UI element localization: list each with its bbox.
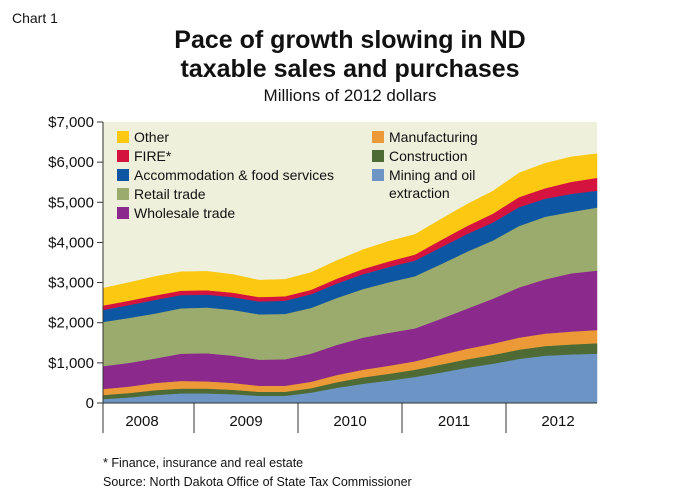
x-tick-label: 2008 (125, 413, 158, 430)
chart-number: Chart 1 (12, 10, 58, 26)
x-tick-label: 2009 (229, 413, 262, 430)
chart-title-line-1: Pace of growth slowing in ND (174, 26, 526, 54)
legend-label-wholesale-trade: Wholesale trade (134, 205, 235, 221)
source-note: Source: North Dakota Office of State Tax… (103, 475, 412, 489)
chart-subtitle: Millions of 2012 dollars (263, 86, 437, 105)
area-other (102, 153, 598, 306)
legend-swatch-fire (117, 150, 129, 162)
legend-label-mining-and-oil-extraction: Mining and oil (389, 167, 475, 183)
series-areas (102, 153, 598, 404)
x-tick-label: 2010 (333, 413, 366, 430)
legend-label-accommodation-food-services: Accommodation & food services (134, 167, 334, 183)
y-tick-label: $7,000 (48, 114, 94, 131)
y-tick-label: $3,000 (48, 275, 94, 292)
legend-swatch-accommodation-food-services (117, 169, 129, 181)
y-tick-label: $2,000 (48, 315, 94, 332)
legend-label-construction: Construction (389, 148, 468, 164)
legend-label-fire: FIRE* (134, 148, 172, 164)
legend-label-other: Other (134, 129, 169, 145)
legend-label-manufacturing: Manufacturing (389, 129, 478, 145)
chart-title-line-2: taxable sales and purchases (180, 55, 520, 83)
legend-swatch-manufacturing (372, 131, 384, 143)
axes: 0 $1,000 $2,000 $3,000 $4,000 $5,000 $6,000 $7,… (48, 114, 597, 433)
legend-swatch-mining-and-oil-extraction (372, 169, 384, 181)
legend-swatch-construction (372, 150, 384, 162)
x-tick-label: 2011 (438, 413, 470, 430)
y-tick-label: $5,000 (48, 194, 94, 211)
footnote: * Finance, insurance and real estate (103, 456, 304, 470)
x-tick-label: 2012 (541, 413, 574, 430)
chart-title: Pace of growth slowing in ND taxable sal… (0, 26, 700, 84)
legend-label-retail-trade: Retail trade (134, 186, 206, 202)
legend-swatch-wholesale-trade (117, 207, 129, 219)
y-tick-label: $1,000 (48, 355, 94, 372)
legend-swatch-retail-trade (117, 188, 129, 200)
legend-swatch-other (117, 131, 129, 143)
y-tick-label: $4,000 (48, 234, 94, 251)
y-tick-label: $6,000 (48, 154, 94, 171)
legend-label-mining-and-oil-extraction: extraction (389, 185, 450, 201)
legend: Other FIRE* Accommodation & food services R… (117, 129, 478, 221)
y-tick-label: 0 (86, 395, 94, 412)
